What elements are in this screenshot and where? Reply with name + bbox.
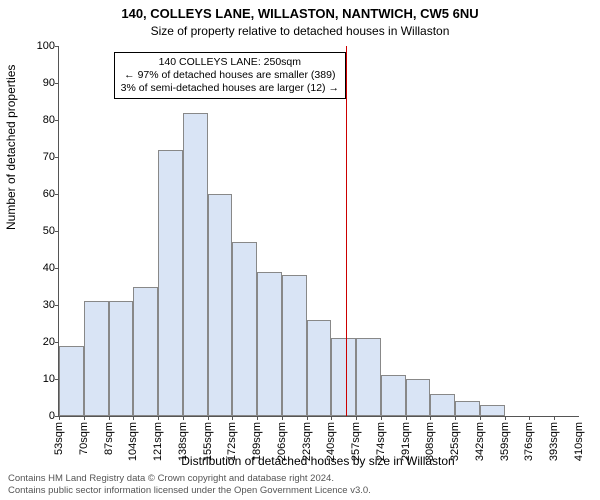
histogram-bar xyxy=(331,338,356,416)
chart-container: 140, COLLEYS LANE, WILLASTON, NANTWICH, … xyxy=(0,0,600,500)
x-axis-label: Distribution of detached houses by size … xyxy=(58,454,578,468)
y-tick-mark xyxy=(55,305,59,306)
histogram-bar xyxy=(455,401,480,416)
x-tick-mark xyxy=(331,416,332,420)
x-tick-mark xyxy=(554,416,555,420)
x-tick-mark xyxy=(158,416,159,420)
y-tick-mark xyxy=(55,83,59,84)
histogram-bar xyxy=(232,242,257,416)
marker-line xyxy=(346,46,347,416)
x-tick-label: 53sqm xyxy=(53,422,65,455)
histogram-bar xyxy=(430,394,455,416)
x-tick-mark xyxy=(257,416,258,420)
x-tick-mark xyxy=(183,416,184,420)
x-tick-mark xyxy=(84,416,85,420)
histogram-bar xyxy=(282,275,307,416)
footer-line-2: Contains public sector information licen… xyxy=(8,485,371,496)
histogram-bar xyxy=(183,113,208,416)
x-tick-label: 87sqm xyxy=(103,422,115,455)
x-tick-mark xyxy=(208,416,209,420)
y-tick-mark xyxy=(55,46,59,47)
x-tick-mark xyxy=(282,416,283,420)
y-tick-mark xyxy=(55,194,59,195)
histogram-bar xyxy=(307,320,332,416)
annotation-line-3: 3% of semi-detached houses are larger (1… xyxy=(121,82,339,95)
footer-line-1: Contains HM Land Registry data © Crown c… xyxy=(8,473,371,484)
x-tick-mark xyxy=(455,416,456,420)
x-tick-mark xyxy=(505,416,506,420)
y-tick-mark xyxy=(55,342,59,343)
histogram-bar xyxy=(59,346,84,416)
x-tick-mark xyxy=(529,416,530,420)
histogram-bar xyxy=(158,150,183,416)
annotation-line-2: ← 97% of detached houses are smaller (38… xyxy=(121,69,339,82)
y-tick-mark xyxy=(55,157,59,158)
histogram-bar xyxy=(257,272,282,416)
histogram-bar xyxy=(133,287,158,417)
histogram-bar xyxy=(208,194,233,416)
histogram-bar xyxy=(381,375,406,416)
x-tick-label: 70sqm xyxy=(78,422,90,455)
x-tick-mark xyxy=(109,416,110,420)
footer-attribution: Contains HM Land Registry data © Crown c… xyxy=(8,473,371,496)
x-tick-mark xyxy=(430,416,431,420)
histogram-bar xyxy=(406,379,431,416)
y-tick-mark xyxy=(55,120,59,121)
plot-area: 140 COLLEYS LANE: 250sqm ← 97% of detach… xyxy=(58,46,579,417)
x-tick-mark xyxy=(307,416,308,420)
chart-title: 140, COLLEYS LANE, WILLASTON, NANTWICH, … xyxy=(0,6,600,21)
annotation-line-1: 140 COLLEYS LANE: 250sqm xyxy=(121,56,339,69)
chart-subtitle: Size of property relative to detached ho… xyxy=(0,24,600,38)
y-tick-mark xyxy=(55,231,59,232)
x-tick-mark xyxy=(59,416,60,420)
histogram-bar xyxy=(84,301,109,416)
histogram-bar xyxy=(109,301,134,416)
y-tick-mark xyxy=(55,268,59,269)
y-axis-label: Number of detached properties xyxy=(4,65,18,230)
annotation-box: 140 COLLEYS LANE: 250sqm ← 97% of detach… xyxy=(114,52,346,99)
x-tick-mark xyxy=(381,416,382,420)
x-tick-mark xyxy=(480,416,481,420)
histogram-bar xyxy=(356,338,381,416)
x-tick-mark xyxy=(133,416,134,420)
histogram-bar xyxy=(480,405,505,416)
x-tick-mark xyxy=(232,416,233,420)
x-tick-mark xyxy=(406,416,407,420)
x-tick-mark xyxy=(356,416,357,420)
